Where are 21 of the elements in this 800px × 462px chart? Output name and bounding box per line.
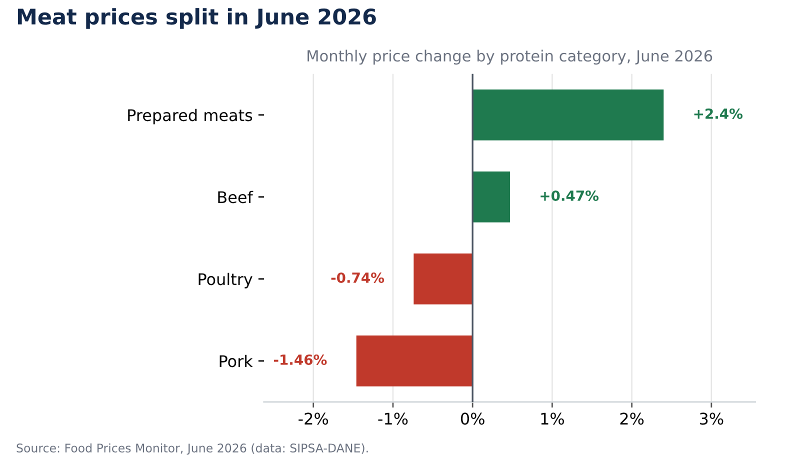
x-tick-label: 0% xyxy=(460,412,484,425)
y-tick-label: Beef xyxy=(218,190,254,204)
data-label: -1.46% xyxy=(274,354,327,365)
x-tick-label: 1% xyxy=(541,412,564,425)
data-label: -0.74% xyxy=(331,272,384,283)
x-tick-label: 3% xyxy=(700,412,724,425)
bar xyxy=(414,254,473,304)
x-tick-label: -2% xyxy=(298,412,328,425)
bar xyxy=(356,336,473,386)
chart-title: Meat prices split in June 2026 xyxy=(18,8,376,29)
y-tick-label: Pork xyxy=(220,354,253,368)
source-note: Source: Food Prices Monitor, June 2026 (data: SIPSA-DANE). xyxy=(16,443,368,455)
bar xyxy=(472,172,510,222)
y-tick-label: Prepared meats xyxy=(128,108,252,124)
x-tick-label: 2% xyxy=(620,412,644,425)
data-label: +2.4% xyxy=(694,108,743,119)
bar xyxy=(472,90,664,140)
data-label: +0.47% xyxy=(540,190,599,201)
y-tick-label: Poultry xyxy=(198,272,252,288)
chart-subtitle: Monthly price change by protein category, June 2026 xyxy=(308,50,712,65)
x-tick-label: -1% xyxy=(378,412,408,425)
